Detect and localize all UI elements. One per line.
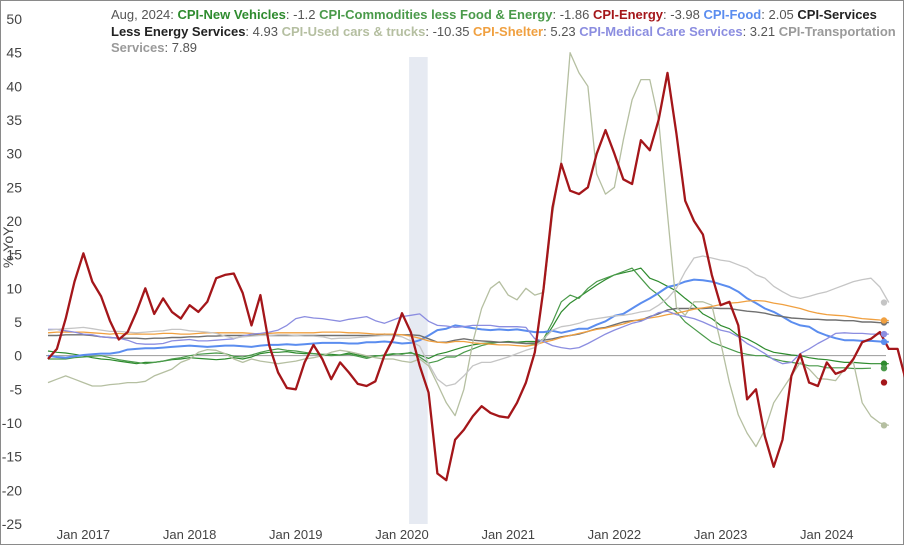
x-tick-label: Jan 2017 [57, 527, 111, 542]
x-tick-label: Jan 2021 [481, 527, 535, 542]
legend-series-value: : -1.86 [552, 7, 593, 22]
series-line-cpi-food [47, 278, 889, 359]
legend-item: CPI-New Vehicles: -1.2 [178, 7, 320, 22]
series-end-marker [880, 317, 888, 324]
series-end-marker [880, 379, 888, 386]
y-tick-label: 40 [6, 78, 22, 94]
series-end-marker [880, 422, 888, 429]
y-tick-label: 50 [6, 11, 22, 27]
legend-series-name: CPI-Services Less Energy Services [111, 7, 877, 39]
legend-item: CPI-Used cars & trucks: -10.35 [282, 24, 473, 39]
series-end-marker [880, 299, 888, 306]
legend-date: Aug, 2024: [111, 7, 178, 22]
legend-item: CPI-Shelter: 5.23 [473, 24, 579, 39]
x-tick-label: Jan 2022 [588, 527, 642, 542]
y-tick-label: 35 [6, 112, 22, 128]
series-line-cpi-new-vehicles [47, 267, 889, 365]
legend-series-value: : 5.23 [543, 23, 580, 39]
y-tick-label: 30 [6, 146, 22, 162]
legend-item: CPI-Services Less Energy Services: 4.93 [111, 7, 877, 39]
y-tick-label: -5 [10, 381, 23, 397]
series-line-cpi-services-less-energy-services [48, 307, 889, 345]
legend-series-value: : -1.2 [285, 7, 320, 22]
legend-item: CPI-Transportation Services: 7.89 [111, 24, 896, 56]
y-tick-label: 5 [14, 314, 22, 330]
y-tick-label: -20 [2, 482, 22, 498]
legend-series-name: CPI-Transportation Services [111, 23, 896, 56]
legend-series-name: CPI-Food [703, 7, 762, 22]
legend-series-name: CPI-Energy [592, 7, 664, 22]
legend-item: CPI-Energy: -3.98 [593, 7, 704, 22]
series-end-marker [880, 338, 888, 346]
legend-series-value: : -3.98 [663, 7, 704, 22]
series-line-cpi-commodities-less-food-energy [48, 267, 872, 370]
y-tick-label: 15 [6, 247, 22, 263]
y-tick-label: 25 [6, 179, 22, 195]
legend-series-name: CPI-Used cars & trucks [281, 23, 426, 39]
legend-series-value: : 4.93 [245, 23, 282, 39]
recession-band [409, 57, 428, 524]
x-tick-label: Jan 2023 [694, 527, 748, 542]
y-tick-label: 10 [6, 280, 22, 296]
y-tick-label: 20 [6, 213, 22, 229]
series-end-marker [880, 364, 888, 372]
y-tick-label: -10 [2, 415, 22, 431]
series-line-cpi-transportation-services [47, 255, 890, 387]
legend-series-value: : 7.89 [164, 40, 198, 55]
series-line-cpi-energy [47, 71, 904, 482]
legend-item: CPI-Medical Care Services: 3.21 [579, 24, 778, 39]
series-line-cpi-shelter [47, 299, 889, 347]
y-axis-label: %,YoY [0, 226, 16, 268]
series-end-marker [880, 360, 888, 367]
x-tick-label: Jan 2019 [269, 527, 323, 542]
legend-series-value: : 3.21 [742, 23, 779, 39]
x-tick-label: Jan 2020 [375, 527, 429, 542]
x-tick-label: Jan 2024 [800, 527, 854, 542]
series-end-marker [880, 330, 888, 338]
chart-legend: Aug, 2024: CPI-New Vehicles: -1.2 CPI-Co… [111, 7, 901, 57]
y-tick-label: -25 [2, 516, 22, 532]
legend-item: CPI-Food: 2.05 [703, 7, 797, 22]
legend-series-name: CPI-Commodities less Food & Energy [319, 7, 553, 22]
legend-series-name: CPI-New Vehicles [177, 7, 286, 22]
series-line-cpi-medical-care-services [48, 310, 889, 365]
y-tick-label: 45 [6, 45, 22, 61]
x-tick-label: Jan 2018 [163, 527, 217, 542]
legend-series-value: : 2.05 [761, 7, 798, 22]
series-line-cpi-used-cars-trucks [47, 52, 889, 448]
y-tick-label: -15 [2, 449, 22, 465]
legend-item: CPI-Commodities less Food & Energy: -1.8… [319, 7, 593, 22]
legend-series-name: CPI-Shelter [473, 23, 544, 39]
y-tick-label: 0 [14, 348, 22, 364]
legend-series-value: : -10.35 [425, 23, 474, 39]
legend-series-name: CPI-Medical Care Services [579, 23, 743, 39]
